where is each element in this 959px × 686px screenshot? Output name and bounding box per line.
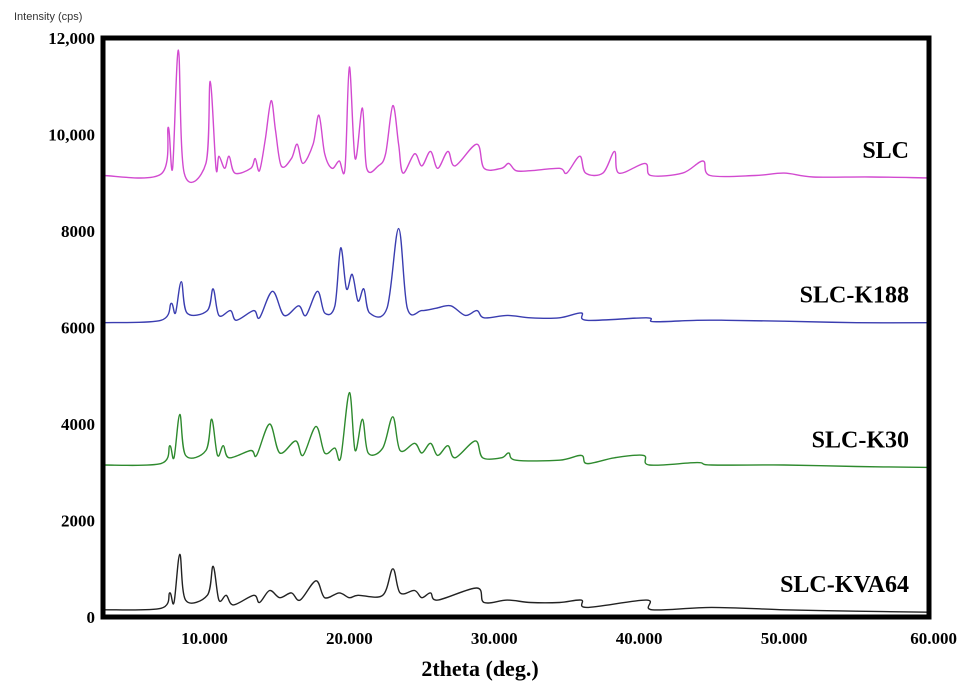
series-lines — [102, 49, 930, 613]
series-line — [102, 391, 930, 469]
series-labels: SLC SLC-K188 SLC-K30 SLC-KVA64 — [780, 138, 909, 598]
series-line — [102, 227, 930, 324]
x-tick-label: 60.000 — [910, 629, 957, 648]
y-tick-label: 10,000 — [48, 126, 95, 145]
y-axis-label: Intensity (cps) — [14, 11, 82, 23]
y-tick-labels: 0 2000 4000 6000 8000 10,000 12,000 — [48, 29, 95, 627]
y-tick-label: 2000 — [61, 512, 95, 531]
y-tick-label: 8000 — [61, 222, 95, 241]
series-line — [102, 553, 930, 613]
x-tick-label: 10.000 — [181, 629, 228, 648]
series-label: SLC-K30 — [812, 427, 909, 453]
y-tick-label: 0 — [87, 608, 96, 627]
x-tick-labels: 10.000 20.000 30.000 40.000 50.000 60.000 — [181, 629, 957, 648]
y-tick-label: 4000 — [61, 415, 95, 434]
series-label: SLC — [862, 138, 909, 164]
y-tick-label: 12,000 — [48, 29, 95, 48]
series-label: SLC-KVA64 — [780, 572, 909, 598]
x-axis-label: 2theta (deg.) — [421, 656, 538, 681]
series-line — [102, 49, 930, 184]
series-label: SLC-K188 — [800, 283, 909, 309]
x-tick-label: 30.000 — [471, 629, 518, 648]
plot-frame — [100, 35, 932, 620]
x-tick-label: 20.000 — [326, 629, 373, 648]
y-tick-label: 6000 — [61, 319, 95, 338]
x-tick-label: 40.000 — [616, 629, 663, 648]
x-tick-label: 50.000 — [761, 629, 808, 648]
